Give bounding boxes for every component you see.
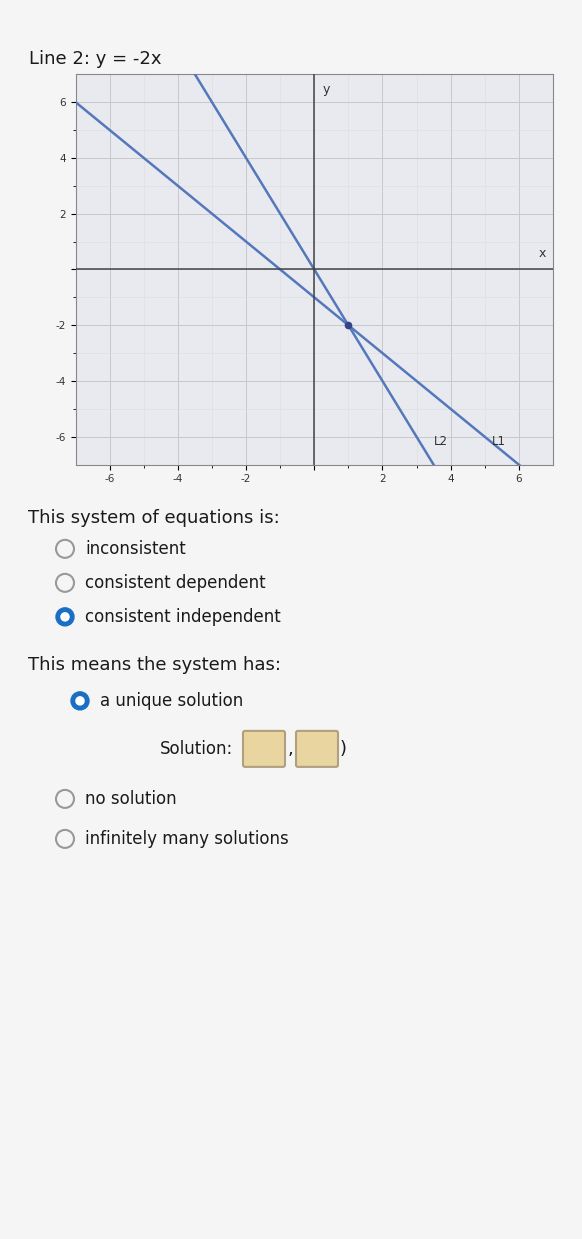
Text: no solution: no solution [85, 790, 176, 808]
Text: ): ) [340, 740, 347, 758]
FancyBboxPatch shape [296, 731, 338, 767]
Text: ,: , [287, 740, 293, 758]
Text: consistent dependent: consistent dependent [85, 574, 265, 592]
Text: This means the system has:: This means the system has: [28, 655, 281, 674]
Text: Line 2: y = -2x: Line 2: y = -2x [29, 50, 162, 68]
Text: This system of equations is:: This system of equations is: [28, 509, 280, 527]
Text: y: y [323, 83, 330, 95]
Text: L2: L2 [434, 435, 448, 449]
Text: x: x [539, 247, 546, 260]
Circle shape [61, 613, 69, 621]
Text: Solution:: Solution: [160, 740, 233, 758]
Circle shape [76, 696, 84, 705]
Circle shape [71, 691, 89, 710]
Text: L1: L1 [492, 435, 506, 449]
Text: infinitely many solutions: infinitely many solutions [85, 830, 289, 847]
Circle shape [56, 608, 74, 626]
Text: consistent independent: consistent independent [85, 608, 281, 626]
Text: inconsistent: inconsistent [85, 540, 186, 558]
Text: a unique solution: a unique solution [100, 691, 243, 710]
FancyBboxPatch shape [243, 731, 285, 767]
